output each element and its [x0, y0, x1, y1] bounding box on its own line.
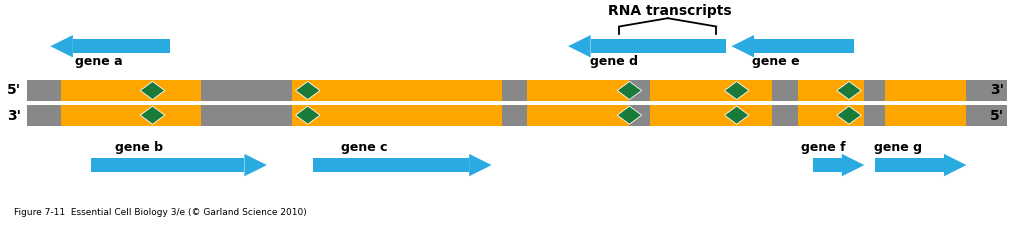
- Text: gene g: gene g: [874, 141, 922, 154]
- Text: gene c: gene c: [341, 141, 387, 154]
- Bar: [630, 104, 650, 126]
- Bar: [91, 158, 245, 172]
- Bar: [591, 39, 726, 53]
- Text: 5': 5': [990, 109, 1005, 123]
- Bar: [630, 80, 650, 101]
- Bar: [502, 104, 527, 126]
- Bar: [772, 80, 798, 101]
- Bar: [27, 101, 1008, 104]
- Polygon shape: [296, 106, 321, 124]
- Text: gene b: gene b: [116, 141, 163, 154]
- Polygon shape: [731, 35, 754, 57]
- Bar: [27, 80, 1008, 101]
- Bar: [967, 80, 1008, 101]
- Bar: [27, 80, 60, 101]
- Polygon shape: [617, 106, 642, 124]
- Text: 3': 3': [990, 83, 1005, 97]
- Text: gene d: gene d: [590, 55, 638, 68]
- Bar: [201, 80, 293, 101]
- Polygon shape: [837, 106, 861, 124]
- Text: 3': 3': [6, 109, 20, 123]
- Polygon shape: [469, 154, 492, 176]
- Bar: [813, 158, 842, 172]
- Polygon shape: [245, 154, 267, 176]
- Polygon shape: [140, 106, 165, 124]
- Polygon shape: [50, 35, 73, 57]
- Polygon shape: [617, 81, 642, 100]
- Bar: [864, 80, 885, 101]
- Text: gene f: gene f: [801, 141, 846, 154]
- Text: gene a: gene a: [75, 55, 122, 68]
- Bar: [313, 158, 469, 172]
- Text: 5': 5': [6, 83, 20, 97]
- Polygon shape: [837, 81, 861, 100]
- Bar: [864, 104, 885, 126]
- Polygon shape: [724, 81, 749, 100]
- Text: Figure 7-11  Essential Cell Biology 3/e (© Garland Science 2010): Figure 7-11 Essential Cell Biology 3/e (…: [13, 208, 306, 217]
- Bar: [27, 104, 60, 126]
- Bar: [27, 104, 1008, 126]
- Bar: [772, 104, 798, 126]
- Bar: [502, 80, 527, 101]
- Bar: [754, 39, 854, 53]
- Bar: [874, 158, 944, 172]
- Polygon shape: [140, 81, 165, 100]
- Bar: [967, 104, 1008, 126]
- Polygon shape: [944, 154, 967, 176]
- Polygon shape: [842, 154, 864, 176]
- Polygon shape: [296, 81, 321, 100]
- Polygon shape: [568, 35, 591, 57]
- Bar: [73, 39, 170, 53]
- Polygon shape: [724, 106, 749, 124]
- Text: RNA transcripts: RNA transcripts: [608, 5, 732, 18]
- Text: gene e: gene e: [752, 55, 800, 68]
- Bar: [201, 104, 293, 126]
